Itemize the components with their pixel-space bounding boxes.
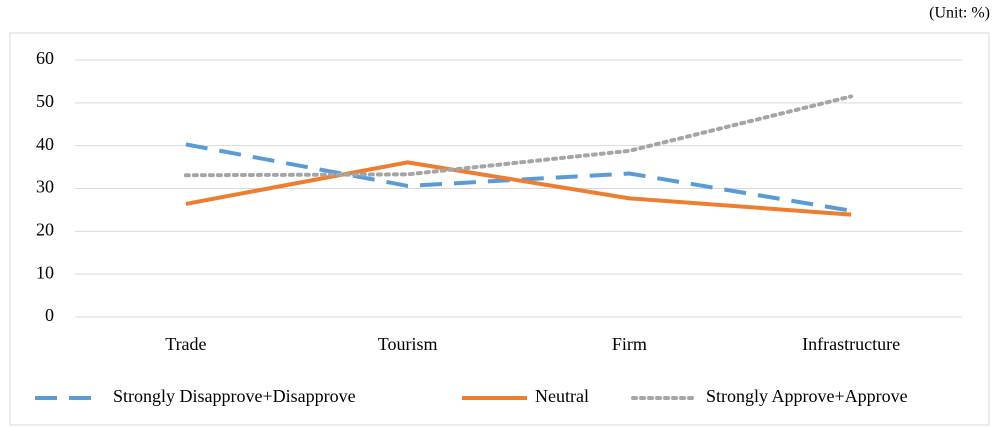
unit-annotation: (Unit: %) [929,5,990,22]
legend-label: Neutral [535,386,589,406]
x-tick-label: Firm [612,334,647,354]
x-tick-label: Tourism [378,334,438,354]
x-tick-label: Trade [165,334,206,354]
legend-label: Strongly Disapprove+Disapprove [113,386,356,406]
y-tick-label: 40 [36,134,54,154]
legend-label: Strongly Approve+Approve [706,386,908,406]
y-tick-label: 30 [36,177,54,197]
y-tick-label: 10 [36,262,54,282]
y-tick-label: 50 [36,91,54,111]
y-tick-label: 20 [36,219,54,239]
x-tick-label: Infrastructure [802,334,900,354]
series-line [183,94,854,178]
series-line [185,142,852,213]
series-line [185,160,852,217]
y-tick-label: 0 [45,305,54,325]
y-tick-label: 60 [36,48,54,68]
chart-frame [9,32,990,426]
